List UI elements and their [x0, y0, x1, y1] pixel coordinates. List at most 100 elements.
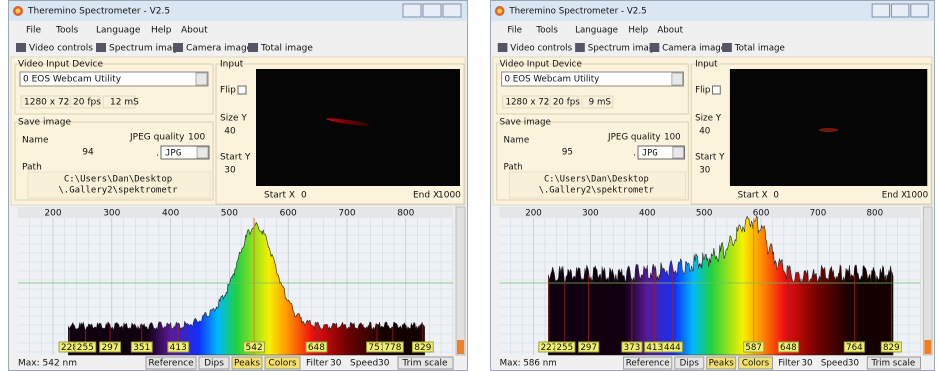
axis-tick-label: 600 — [280, 209, 297, 219]
menu-item[interactable]: Tools — [55, 26, 78, 36]
window-button[interactable] — [872, 4, 889, 17]
file-name[interactable]: 95 — [562, 147, 573, 157]
window-button[interactable] — [423, 4, 441, 17]
axis-tick-label: 400 — [639, 208, 656, 218]
combo-arrow[interactable] — [197, 147, 208, 158]
filter-label: Filter — [778, 358, 800, 368]
start-x-value: 0 — [301, 191, 307, 201]
peak-label: 829 — [883, 343, 900, 353]
status-button-label[interactable]: Reference — [626, 358, 670, 368]
toolbar-button[interactable]: Total image — [734, 43, 785, 53]
toolbar-button[interactable]: Video controls — [510, 43, 572, 53]
path-label: Path — [22, 163, 42, 173]
menu-item[interactable]: Language — [575, 25, 618, 35]
peak-label: 255 — [77, 343, 94, 353]
scrollbar — [923, 207, 932, 355]
axis-tick-label: 500 — [221, 209, 238, 219]
status-button-label[interactable]: Dips — [204, 359, 224, 369]
menu-item[interactable]: About — [657, 25, 683, 35]
menu-item[interactable]: Tools — [535, 25, 558, 35]
filter-value: 30 — [330, 359, 342, 369]
trim-label[interactable]: Trim scale — [871, 358, 916, 368]
camera-image — [730, 69, 927, 186]
menu-item[interactable]: Help — [151, 26, 172, 36]
path-line: C:\Users\Dan\Desktop — [64, 175, 172, 185]
status-button-label[interactable]: Colors — [742, 358, 770, 368]
combo-arrow[interactable] — [673, 147, 684, 158]
axis-tick-label: 200 — [525, 208, 542, 218]
group-label: Save image — [500, 117, 551, 127]
peak-label: 351 — [133, 343, 150, 353]
start-x-value: 0 — [773, 190, 779, 200]
axis-tick-label: 400 — [162, 209, 179, 219]
window-button[interactable] — [403, 4, 421, 17]
end-x-value: 1000 — [906, 190, 928, 200]
quality-label: JPEG quality — [129, 133, 185, 143]
flip-label: Flip — [695, 85, 711, 95]
quality-value: 100 — [188, 133, 205, 143]
axis-tick-label: 300 — [103, 209, 120, 219]
axis-tick-label: 600 — [753, 208, 770, 218]
speed-label: Speed — [821, 358, 848, 368]
window-button[interactable] — [891, 4, 908, 17]
axis-tick-label: 700 — [338, 209, 355, 219]
start-y-value: 30 — [224, 166, 236, 176]
flip-label: Flip — [220, 86, 236, 96]
start-y-label: Start Y — [695, 152, 725, 162]
menu-item[interactable]: File — [26, 26, 42, 36]
device-name[interactable]: 0 EOS Webcam Utility — [23, 75, 122, 85]
toolbar-button[interactable]: Spectrum image — [588, 43, 660, 53]
app-window: Theremino Spectrometer - V2.5FileToolsLa… — [490, 0, 935, 371]
toolbar-icon — [248, 43, 258, 52]
flip-checkbox[interactable] — [238, 86, 246, 94]
peak-label: 297 — [101, 343, 118, 353]
toolbar-button[interactable]: Camera image — [662, 43, 726, 53]
peak-label: 542 — [246, 343, 263, 353]
toolbar-button[interactable]: Video controls — [29, 44, 93, 54]
window-button[interactable] — [443, 4, 461, 17]
file-name[interactable]: 94 — [82, 148, 94, 158]
name-label: Name — [504, 135, 530, 145]
end-x-label: End X — [882, 190, 907, 200]
max-readout: Max: 586 nm — [500, 358, 557, 368]
menu-item[interactable]: About — [181, 26, 208, 36]
menu-item[interactable]: Help — [628, 25, 648, 35]
path-label: Path — [504, 162, 523, 172]
format[interactable]: JPG — [165, 149, 181, 159]
peak-label: 373 — [624, 343, 641, 353]
toolbar-icon — [16, 43, 26, 52]
menu-item[interactable]: File — [507, 25, 522, 35]
trim-label[interactable]: Trim scale — [401, 359, 448, 369]
group-label: Input — [220, 60, 244, 70]
flip-checkbox[interactable] — [713, 86, 721, 94]
toolbar-button[interactable]: Camera image — [186, 44, 253, 54]
quality-label: JPEG quality — [607, 132, 661, 142]
frame-time: 12 mS — [110, 98, 139, 108]
menu-item[interactable]: Language — [96, 26, 141, 36]
path-line: \.Gallery2\spektrometr — [58, 186, 178, 196]
device-name[interactable]: 0 EOS Webcam Utility — [505, 74, 600, 84]
toolbar-button[interactable]: Spectrum image — [109, 44, 184, 54]
window-title: Theremino Spectrometer - V2.5 — [27, 7, 170, 17]
axis-tick-label: 200 — [44, 209, 61, 219]
status-button-label[interactable]: Reference — [148, 359, 194, 369]
combo-arrow[interactable] — [672, 73, 683, 85]
peak-label: 587 — [745, 343, 762, 353]
peak-label: 648 — [308, 343, 325, 353]
resolution: 1280 x 720 — [24, 98, 75, 108]
window-button[interactable] — [911, 4, 928, 17]
combo-arrow[interactable] — [196, 73, 207, 85]
peak-label: 413 — [170, 343, 187, 353]
peak-label: 255 — [557, 343, 574, 353]
status-button-label[interactable]: Colors — [268, 359, 296, 369]
format[interactable]: JPG — [642, 148, 658, 158]
start-y-value: 30 — [699, 165, 710, 175]
group-label: Save image — [18, 118, 71, 128]
toolbar-button[interactable]: Total image — [260, 44, 313, 54]
status-button-label[interactable]: Peaks — [709, 358, 735, 368]
dot: . — [633, 148, 636, 158]
status-button-label[interactable]: Peaks — [234, 359, 260, 369]
frame-time: 9 mS — [589, 97, 612, 107]
status-button-label[interactable]: Dips — [680, 358, 700, 368]
peak-label: 764 — [846, 343, 863, 353]
